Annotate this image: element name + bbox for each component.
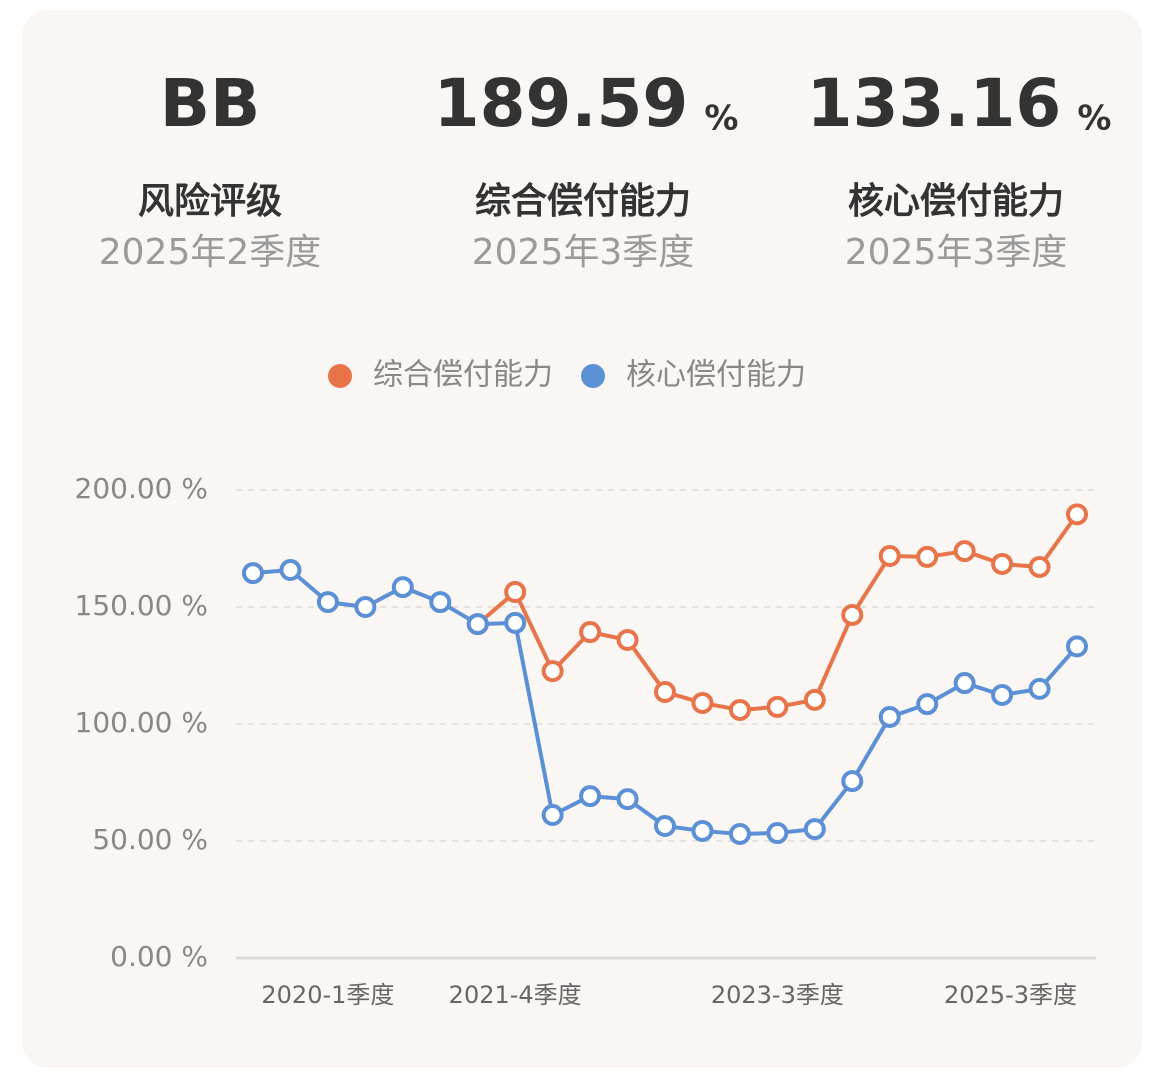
data-point — [541, 660, 564, 683]
stat-label: 综合偿付能力 — [475, 181, 691, 222]
data-point — [279, 559, 302, 582]
data-point — [504, 611, 527, 634]
x-tick-label: 2025-3季度 — [944, 981, 1077, 1009]
stat-period: 2025年2季度 — [99, 232, 322, 273]
data-point — [766, 822, 789, 845]
stat-value: 189.59 — [434, 65, 689, 142]
x-tick-label: 2023-3季度 — [711, 981, 844, 1009]
data-point — [841, 770, 864, 793]
data-point — [654, 680, 676, 703]
data-point — [1028, 555, 1051, 578]
data-point — [878, 705, 901, 728]
data-point — [466, 613, 489, 636]
data-point — [616, 628, 639, 651]
data-point — [803, 688, 826, 711]
x-tick-label: 2021-4季度 — [449, 981, 582, 1009]
stat-period: 2025年3季度 — [472, 232, 695, 273]
legend-marker — [328, 364, 352, 388]
data-point — [1066, 503, 1088, 526]
stat-unit: % — [704, 99, 738, 139]
stat-period: 2025年3季度 — [845, 232, 1068, 273]
data-point — [728, 698, 751, 721]
data-point — [841, 603, 864, 626]
data-point — [354, 596, 377, 618]
data-point — [504, 581, 527, 604]
data-point — [953, 672, 976, 695]
data-point — [391, 576, 414, 599]
data-point — [242, 562, 264, 585]
x-tick-label: 2020-1季度 — [261, 981, 394, 1009]
y-tick-label: 100.00 % — [75, 706, 208, 739]
stat-value: 133.16 — [807, 65, 1062, 142]
stat-label: 风险评级 — [138, 181, 282, 222]
data-point — [953, 540, 976, 563]
legend-label: 核心偿付能力 — [626, 358, 806, 393]
data-point — [429, 591, 452, 614]
stat-label: 核心偿付能力 — [848, 181, 1064, 222]
data-point — [878, 544, 901, 567]
data-point — [691, 819, 714, 842]
data-point — [991, 552, 1014, 575]
data-point — [916, 693, 939, 716]
data-point — [541, 804, 564, 827]
data-point — [916, 545, 939, 568]
data-point — [654, 815, 676, 838]
data-point — [728, 822, 751, 845]
data-point — [579, 785, 602, 808]
stat-value: BB — [160, 65, 261, 142]
card-background — [22, 10, 1142, 1068]
data-point — [1066, 635, 1088, 658]
data-point — [316, 591, 339, 614]
y-tick-label: 200.00 % — [75, 472, 208, 505]
data-point — [616, 788, 639, 811]
data-point — [691, 691, 714, 714]
data-point — [803, 818, 826, 841]
data-point — [991, 683, 1014, 706]
stat-unit: % — [1077, 99, 1111, 139]
legend-label: 综合偿付能力 — [373, 358, 553, 393]
y-tick-label: 150.00 % — [75, 589, 208, 622]
legend-marker — [581, 364, 605, 388]
data-point — [766, 695, 789, 718]
data-point — [579, 621, 602, 644]
y-tick-label: 0.00 % — [110, 940, 208, 973]
data-point — [1028, 677, 1051, 700]
y-tick-label: 50.00 % — [92, 823, 208, 856]
